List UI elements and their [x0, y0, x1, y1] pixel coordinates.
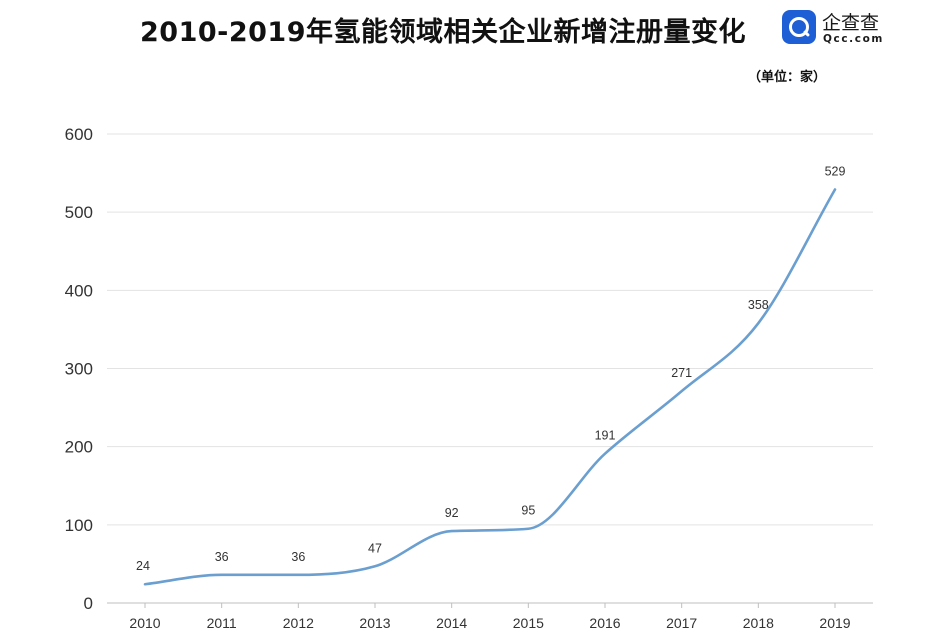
- y-tick-label: 500: [65, 203, 93, 222]
- logo-name: 企查查: [822, 12, 880, 34]
- y-tick-label: 100: [65, 516, 93, 535]
- y-tick-label: 0: [84, 594, 93, 613]
- unit-label: （单位：家）: [748, 70, 827, 85]
- data-label: 36: [291, 550, 305, 564]
- x-tick-label: 2010: [129, 615, 160, 631]
- data-label: 47: [368, 541, 382, 555]
- x-tick-label: 2015: [513, 615, 544, 631]
- data-label: 358: [748, 298, 769, 312]
- series-layer: [143, 188, 837, 586]
- series-line: [143, 188, 837, 586]
- chart-title: 2010-2019年氢能领域相关企业新增注册量变化: [140, 17, 746, 48]
- x-tick-label: 2011: [207, 615, 237, 631]
- x-tick-label: 2012: [283, 615, 314, 631]
- data-label: 24: [136, 559, 150, 573]
- magnifier-icon: [782, 10, 816, 44]
- y-tick-label: 200: [65, 438, 93, 457]
- data-label: 191: [595, 429, 616, 443]
- qcc-logo: 企查查 Qcc.com: [782, 8, 922, 48]
- y-tick-label: 300: [65, 360, 93, 379]
- data-labels: 24 36 36 47 92 95 191 271 358 529: [136, 164, 845, 573]
- logo-url: Qcc.com: [823, 33, 884, 45]
- data-label: 529: [825, 164, 846, 178]
- y-axis: 0 100 200 300 400 500 600: [65, 125, 93, 613]
- data-label: 36: [215, 550, 229, 564]
- x-axis: 2010 2011 2012 2013 2014 2015 2016 2017 2018 2019: [129, 603, 851, 631]
- data-label: 92: [445, 506, 459, 520]
- x-tick-label: 2016: [589, 615, 620, 631]
- x-tick-label: 2013: [359, 615, 390, 631]
- x-tick-label: 2019: [819, 615, 850, 631]
- x-tick-label: 2018: [743, 615, 774, 631]
- x-tick-label: 2017: [666, 615, 697, 631]
- data-label: 271: [671, 366, 692, 380]
- x-tick-label: 2014: [436, 615, 467, 631]
- y-tick-label: 400: [65, 281, 93, 300]
- gridlines: [107, 133, 873, 604]
- data-label: 95: [521, 504, 535, 518]
- y-tick-label: 600: [65, 125, 93, 144]
